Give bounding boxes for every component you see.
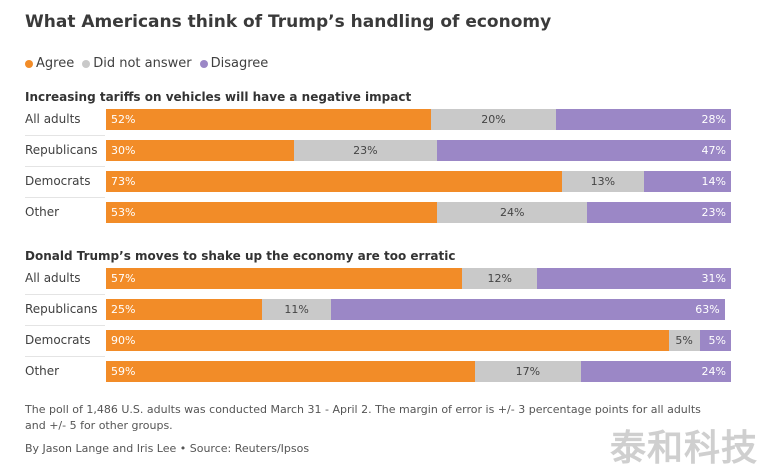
- data-label: 5%: [708, 334, 726, 347]
- legend-disagree-label: Disagree: [210, 56, 269, 71]
- stacked-bar: 59% 17% 24%: [106, 361, 731, 382]
- legend-not-answered-swatch: [82, 59, 91, 68]
- legend-disagree-swatch: [199, 59, 208, 68]
- legend: Agree Did not answer Disagree: [25, 56, 276, 71]
- data-label: 11%: [284, 303, 309, 316]
- category-label: Republicans: [25, 302, 98, 316]
- legend-not-answered: Did not answer: [82, 56, 192, 71]
- row-divider: [25, 325, 105, 326]
- data-label: 17%: [515, 365, 541, 378]
- category-label: All adults: [25, 112, 81, 126]
- category-label: All adults: [25, 271, 81, 285]
- stacked-bar: 52% 20% 28%: [106, 109, 731, 130]
- stacked-bar: 73% 13% 14%: [106, 171, 731, 192]
- data-label: 24%: [500, 206, 525, 219]
- chart-title: What Americans think of Trump’s handling…: [25, 12, 552, 32]
- category-label: Republicans: [25, 143, 98, 157]
- legend-agree-label: Agree: [36, 56, 75, 71]
- category-label: Democrats: [25, 333, 91, 347]
- category-label: Other: [25, 205, 60, 219]
- data-label: 13%: [590, 175, 616, 188]
- bar-segment-agree: 73%: [106, 171, 563, 192]
- bar-segment-not-answered: 12%: [462, 268, 538, 289]
- bar-segment-disagree: 47%: [437, 140, 731, 161]
- bar-segment-not-answered: 20%: [431, 109, 556, 130]
- bar-segment-disagree: 24%: [581, 361, 731, 382]
- data-label: 57%: [111, 272, 136, 285]
- bar-segment-not-answered: 13%: [562, 171, 644, 192]
- stacked-bar: 57% 12% 31%: [106, 268, 731, 289]
- bar-segment-agree: 90%: [106, 330, 669, 351]
- legend-not-answered-label: Did not answer: [93, 56, 192, 71]
- data-label: 52%: [111, 113, 136, 126]
- data-label: 12%: [487, 272, 512, 285]
- stacked-bar: 25% 11% 63%: [106, 299, 731, 320]
- row-divider: [25, 356, 105, 357]
- bar-segment-disagree: 28%: [556, 109, 731, 130]
- bar-segment-agree: 25%: [106, 299, 263, 320]
- category-label: Other: [25, 364, 60, 378]
- category-label: Democrats: [25, 174, 91, 188]
- row-divider: [25, 166, 105, 167]
- panel-title-1: Increasing tariffs on vehicles will have…: [25, 90, 412, 104]
- stacked-bar: 90% 5% 5%: [106, 330, 731, 351]
- bar-segment-not-answered: 11%: [262, 299, 331, 320]
- data-label: 20%: [481, 113, 506, 126]
- bar-segment-disagree: 63%: [331, 299, 725, 320]
- row-divider: [25, 294, 105, 295]
- data-label: 14%: [701, 175, 726, 188]
- bar-segment-agree: 52%: [106, 109, 431, 130]
- legend-agree: Agree: [25, 56, 74, 71]
- legend-disagree: Disagree: [199, 56, 269, 71]
- data-label: 23%: [353, 144, 378, 157]
- bar-segment-disagree: 14%: [643, 171, 731, 192]
- data-label: 47%: [701, 144, 726, 157]
- data-label: 63%: [695, 303, 720, 316]
- bar-segment-agree: 57%: [106, 268, 463, 289]
- data-label: 59%: [111, 365, 136, 378]
- row-divider: [25, 135, 105, 136]
- methodology-note: The poll of 1,486 U.S. adults was conduc…: [25, 403, 701, 432]
- bar-segment-not-answered: 5%: [668, 330, 700, 351]
- bar-segment-agree: 53%: [106, 202, 438, 223]
- watermark-logo: 泰和科技: [609, 427, 758, 469]
- stacked-bar: 30% 23% 47%: [106, 140, 731, 161]
- data-label: 23%: [701, 206, 726, 219]
- data-label: 24%: [701, 365, 726, 378]
- data-label: 31%: [701, 272, 726, 285]
- data-label: 28%: [701, 113, 726, 126]
- data-label: 5%: [675, 334, 693, 347]
- bar-segment-not-answered: 24%: [437, 202, 588, 223]
- data-label: 73%: [111, 175, 136, 188]
- bar-segment-agree: 59%: [106, 361, 475, 382]
- bar-segment-disagree: 5%: [699, 330, 731, 351]
- bar-segment-not-answered: 23%: [293, 140, 438, 161]
- bar-segment-agree: 30%: [106, 140, 294, 161]
- data-label: 30%: [111, 144, 136, 157]
- legend-agree-swatch: [25, 59, 33, 68]
- bar-segment-not-answered: 17%: [474, 361, 581, 382]
- byline: By Jason Lange and Iris Lee • Source: Re…: [25, 442, 310, 455]
- data-label: 90%: [111, 334, 136, 347]
- row-divider: [25, 197, 105, 198]
- stacked-bar: 53% 24% 23%: [106, 202, 731, 223]
- bar-segment-disagree: 23%: [587, 202, 731, 223]
- panel-title-2: Donald Trump’s moves to shake up the eco…: [25, 249, 456, 263]
- data-label: 53%: [111, 206, 136, 219]
- bar-segment-disagree: 31%: [537, 268, 731, 289]
- data-label: 25%: [111, 303, 136, 316]
